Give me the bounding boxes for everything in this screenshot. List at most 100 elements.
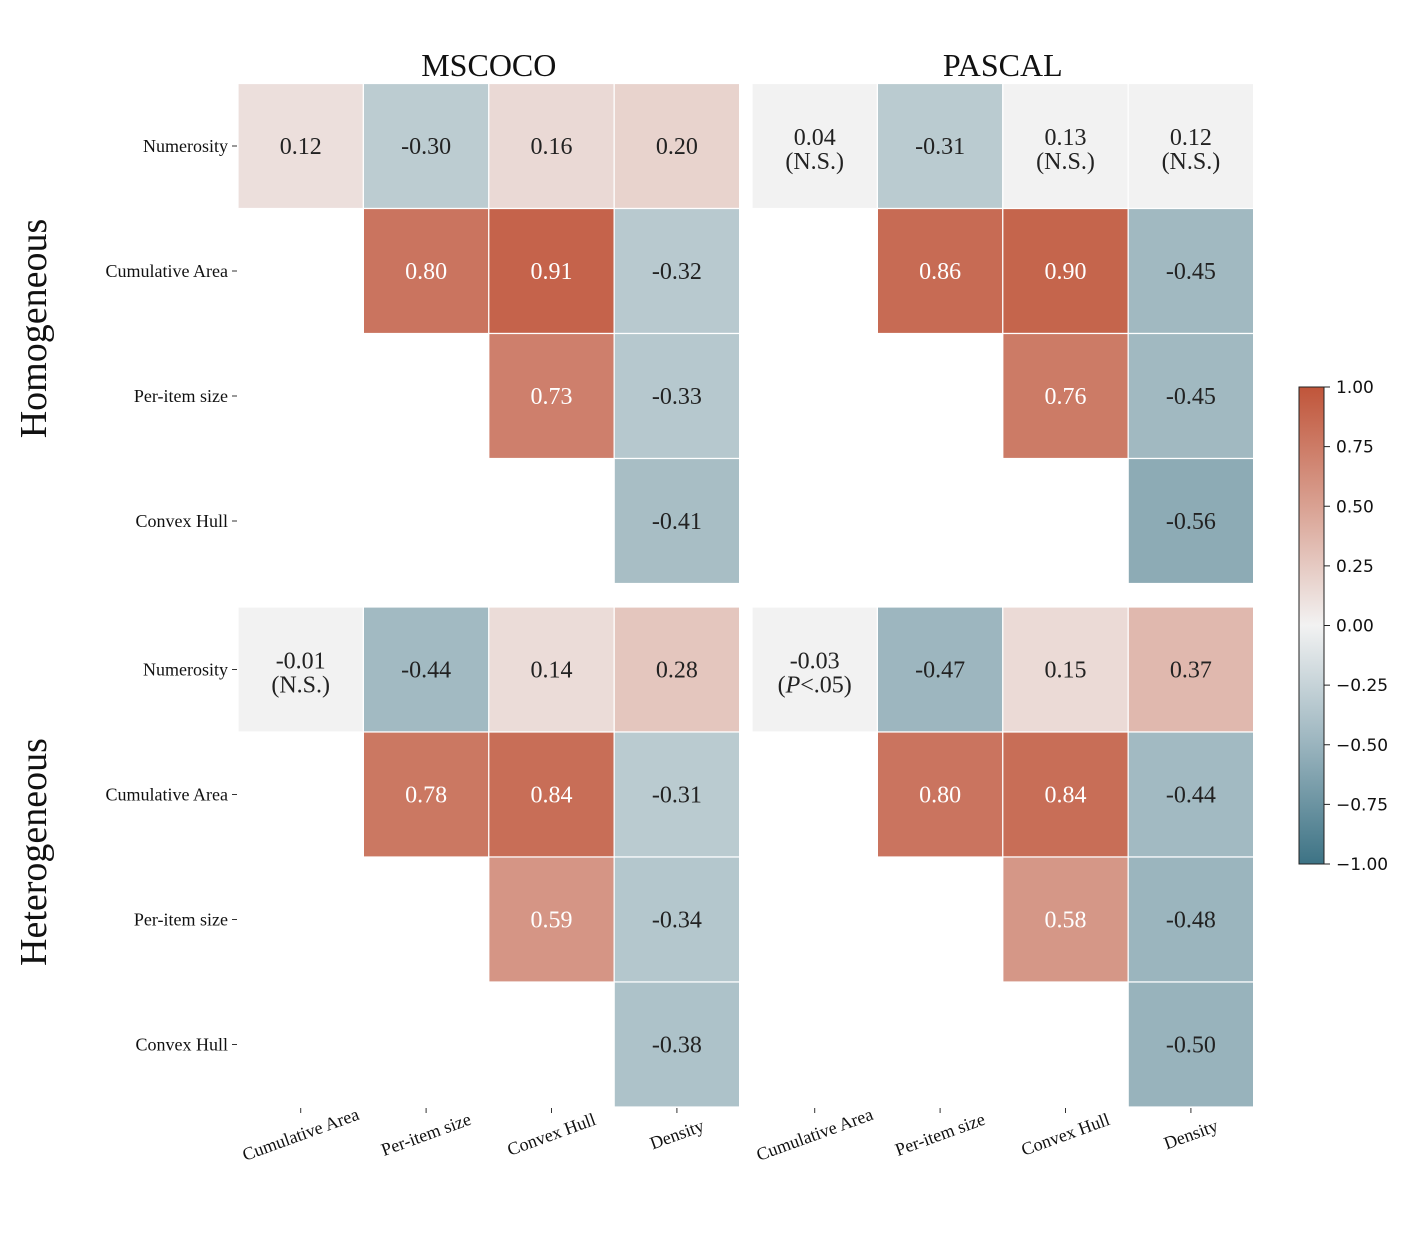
- cell-value-label: 0.84: [531, 783, 573, 809]
- heatmap-cell: [1127, 981, 1255, 1108]
- heatmap-cell: [1002, 731, 1129, 858]
- cell-value-label: 0.86: [919, 259, 961, 285]
- heatmap-cell: [237, 606, 365, 733]
- heatmap-cell: [613, 606, 741, 733]
- heatmap-cell: [237, 82, 365, 210]
- cell-value-label: -0.34: [652, 908, 702, 934]
- row-label: Per-item size: [134, 386, 228, 406]
- colorbar-tick-label: −0.75: [1336, 795, 1388, 815]
- cell-value-label: 0.58: [1045, 908, 1087, 934]
- significance-note: (N.S.): [271, 673, 330, 699]
- panel-homogeneous-pascal: 0.04(N.S.)-0.31 0.13(N.S.)0.12(N.S.)0.86 0…: [751, 82, 1255, 585]
- heatmap-cell: [876, 207, 1004, 335]
- cell-value-label: -0.01: [276, 649, 326, 675]
- cell-value-label: 0.59: [531, 908, 573, 934]
- heatmap-cell: [1127, 731, 1255, 858]
- heatmap-cell: [488, 82, 615, 210]
- cell-value-label: 0.84: [1045, 783, 1087, 809]
- heatmap-cell: [613, 731, 741, 858]
- cell-value-label: 0.90: [1045, 259, 1087, 285]
- cell-value-label: 0.14: [531, 658, 573, 684]
- cell-value-label: -0.30: [401, 134, 451, 160]
- cell-value-label: -0.31: [652, 783, 702, 809]
- column-label: Per-item size: [892, 1109, 987, 1160]
- panel-heterogeneous-pascal: -0.03(P<.05) -0.47 0.15 0.37 0.80 0.84 -0.44 0.…: [751, 606, 1255, 1108]
- colorbar-tick-label: 0.00: [1336, 617, 1374, 637]
- heatmap-cell: [1127, 82, 1255, 210]
- heatmap-cell: [1127, 856, 1255, 983]
- colorbar-tick-label: −1.00: [1336, 855, 1388, 875]
- significance-note: (N.S.): [1036, 149, 1095, 175]
- heatmap-cell: [751, 606, 879, 733]
- row-label: Convex Hull: [136, 1035, 229, 1055]
- cell-value-label: 0.91: [531, 259, 573, 285]
- cell-value-label: 0.15: [1045, 658, 1087, 684]
- column-label: Per-item size: [378, 1109, 473, 1160]
- cell-value-label: -0.33: [652, 384, 702, 410]
- cell-value-label: -0.45: [1166, 259, 1216, 285]
- heatmap-cell: [488, 207, 615, 335]
- significance-note: (P<.05): [778, 673, 852, 699]
- row-label: Cumulative Area: [106, 785, 228, 805]
- cell-value-label: 0.76: [1045, 384, 1087, 410]
- heatmap-cell: [1002, 332, 1129, 460]
- cell-value-label: 0.80: [405, 259, 447, 285]
- cell-value-label: 0.16: [531, 134, 573, 160]
- colorbar-tick-label: 0.25: [1336, 557, 1374, 577]
- column-title-pascal: PASCAL: [943, 47, 1063, 83]
- heatmap-cell: [876, 731, 1004, 858]
- heatmap-cell: [362, 207, 490, 335]
- panel-heterogeneous-mscoco: -0.01(N.S.) -0.44 0.14 0.28 0.78 0.84 -0.31 0.5…: [237, 606, 741, 1108]
- colorbar-gradient: [1298, 386, 1325, 865]
- heatmap-cell: [1002, 207, 1129, 335]
- cell-value-label: -0.03: [790, 649, 840, 675]
- cell-value-label: -0.32: [652, 259, 702, 285]
- cell-value-label: 0.12: [280, 134, 322, 160]
- heatmap-cell: [613, 457, 741, 585]
- heatmap-cell: [1127, 332, 1255, 460]
- heatmap-cell: [362, 731, 490, 858]
- heatmap-cell: [1127, 207, 1255, 335]
- cell-value-label: 0.12: [1170, 125, 1212, 151]
- cell-value-label: -0.44: [401, 658, 451, 684]
- cell-value-label: 0.13: [1045, 125, 1087, 151]
- row-group-label-homogeneous: Homogeneous: [13, 219, 55, 439]
- cell-value-label: -0.44: [1166, 783, 1216, 809]
- column-title-mscoco: MSCOCO: [421, 47, 556, 83]
- significance-note: (N.S.): [1162, 149, 1221, 175]
- heatmap-cell: [362, 82, 490, 210]
- row-label: Convex Hull: [136, 511, 229, 531]
- row-label: Per-item size: [134, 910, 228, 930]
- cell-value-label: 0.20: [656, 134, 698, 160]
- cell-value-label: 0.28: [656, 658, 698, 684]
- colorbar-tick-label: 1.00: [1336, 378, 1374, 398]
- row-label: Numerosity: [143, 660, 228, 680]
- row-label: Numerosity: [143, 136, 228, 156]
- cell-value-label: 0.78: [405, 783, 447, 809]
- column-label: Cumulative Area: [240, 1104, 362, 1165]
- column-label: Convex Hull: [505, 1109, 599, 1159]
- heatmap-cell: [613, 82, 741, 210]
- colorbar-tick-label: 0.75: [1336, 438, 1374, 458]
- cell-value-label: -0.41: [652, 509, 702, 535]
- cell-value-label: -0.31: [915, 134, 965, 160]
- cell-value-label: -0.56: [1166, 509, 1216, 535]
- cell-value-label: 0.37: [1170, 658, 1212, 684]
- column-label: Density: [1161, 1115, 1220, 1153]
- colorbar: 1.00 0.75 0.50 0.25 0.00 −0.25 −0.50 −0.75 −1.00: [1298, 378, 1388, 875]
- heatmap-cell: [488, 856, 615, 983]
- cell-value-label: -0.38: [652, 1033, 702, 1059]
- heatmap-cell: [613, 981, 741, 1108]
- cell-value-label: 0.80: [919, 783, 961, 809]
- cell-value-label: -0.48: [1166, 908, 1216, 934]
- heatmap-cell: [488, 606, 615, 733]
- heatmap-cell: [1002, 856, 1129, 983]
- significance-note: (N.S.): [785, 149, 844, 175]
- heatmap-panels: 0.12 -0.30 0.16 0.20 0.80 0.91 -0.32 0.73 -0.33 -…: [237, 82, 1255, 1108]
- heatmap-cell: [876, 82, 1004, 210]
- cell-value-label: -0.47: [915, 658, 965, 684]
- row-label: Cumulative Area: [106, 261, 228, 281]
- cell-value-label: 0.04: [794, 125, 836, 151]
- heatmap-cell: [1127, 457, 1255, 585]
